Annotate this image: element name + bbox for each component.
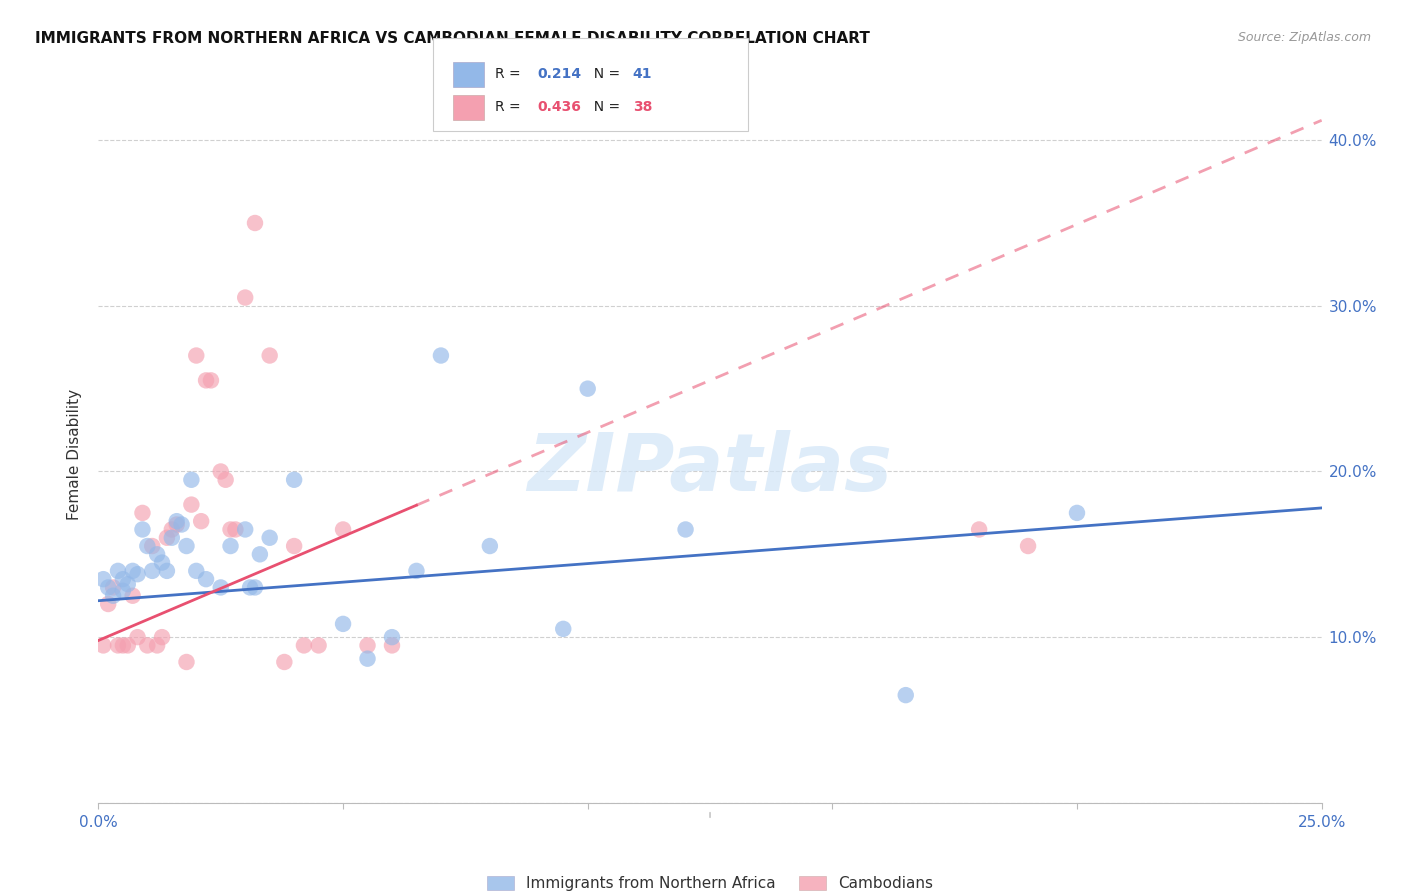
Text: R =: R = [495, 100, 524, 114]
Point [308, 639, 330, 653]
Point [91, 572, 114, 586]
Point [101, 581, 124, 595]
Point [127, 567, 149, 582]
Point [131, 506, 153, 520]
Point [195, 572, 218, 586]
Point [117, 577, 139, 591]
Legend: Immigrants from Northern Africa, Cambodians: Immigrants from Northern Africa, Cambodi… [481, 870, 939, 892]
Point [381, 630, 404, 644]
Point [111, 639, 134, 653]
Point [111, 572, 134, 586]
Point [176, 655, 198, 669]
Point [356, 651, 378, 665]
Point [150, 630, 173, 644]
Point [107, 564, 129, 578]
Text: ZIPatlas: ZIPatlas [527, 430, 893, 508]
Point [292, 639, 315, 653]
Point [967, 523, 990, 537]
Point [186, 564, 208, 578]
Point [156, 531, 179, 545]
Point [180, 473, 202, 487]
Point [224, 523, 246, 537]
Text: 0.214: 0.214 [537, 67, 581, 81]
Point [430, 349, 453, 363]
Point [150, 556, 173, 570]
Point [273, 655, 295, 669]
Point [160, 523, 183, 537]
Point [332, 523, 354, 537]
Point [233, 523, 256, 537]
Point [675, 523, 697, 537]
Point [283, 539, 305, 553]
Point [91, 639, 114, 653]
Point [243, 216, 266, 230]
Point [259, 531, 281, 545]
Point [209, 465, 232, 479]
Point [894, 688, 917, 702]
Y-axis label: Female Disability: Female Disability [67, 389, 83, 521]
Point [176, 539, 198, 553]
Point [180, 498, 202, 512]
Point [249, 547, 271, 561]
Point [209, 581, 232, 595]
Point [111, 583, 134, 598]
Point [405, 564, 427, 578]
Point [239, 581, 262, 595]
Point [146, 639, 169, 653]
Text: Source: ZipAtlas.com: Source: ZipAtlas.com [1237, 31, 1371, 45]
Point [233, 291, 256, 305]
Text: R =: R = [495, 67, 524, 81]
Text: 0.436: 0.436 [537, 100, 581, 114]
Text: N =: N = [585, 100, 624, 114]
Point [1066, 506, 1088, 520]
Point [141, 564, 163, 578]
Point [97, 597, 120, 611]
Point [381, 639, 404, 653]
Text: 41: 41 [633, 67, 652, 81]
Point [131, 523, 153, 537]
Point [166, 514, 188, 528]
Point [356, 639, 378, 653]
Point [186, 349, 208, 363]
Point [1017, 539, 1039, 553]
Text: 38: 38 [633, 100, 652, 114]
Point [283, 473, 305, 487]
Point [170, 517, 193, 532]
Point [214, 473, 236, 487]
Point [478, 539, 501, 553]
Point [121, 564, 143, 578]
Point [195, 373, 218, 387]
Point [107, 639, 129, 653]
Point [166, 517, 188, 532]
Point [190, 514, 212, 528]
Point [127, 630, 149, 644]
Point [117, 639, 139, 653]
Point [219, 539, 242, 553]
Point [141, 539, 163, 553]
Point [259, 349, 281, 363]
Point [101, 589, 124, 603]
Point [156, 564, 179, 578]
Text: IMMIGRANTS FROM NORTHERN AFRICA VS CAMBODIAN FEMALE DISABILITY CORRELATION CHART: IMMIGRANTS FROM NORTHERN AFRICA VS CAMBO… [35, 31, 870, 46]
Text: N =: N = [585, 67, 624, 81]
Point [553, 622, 575, 636]
Point [219, 523, 242, 537]
Point [243, 581, 266, 595]
Point [200, 373, 222, 387]
Point [576, 382, 599, 396]
Point [332, 616, 354, 631]
Point [136, 539, 159, 553]
Point [121, 589, 143, 603]
Point [136, 639, 159, 653]
Point [146, 547, 169, 561]
Point [97, 581, 120, 595]
Point [160, 531, 183, 545]
